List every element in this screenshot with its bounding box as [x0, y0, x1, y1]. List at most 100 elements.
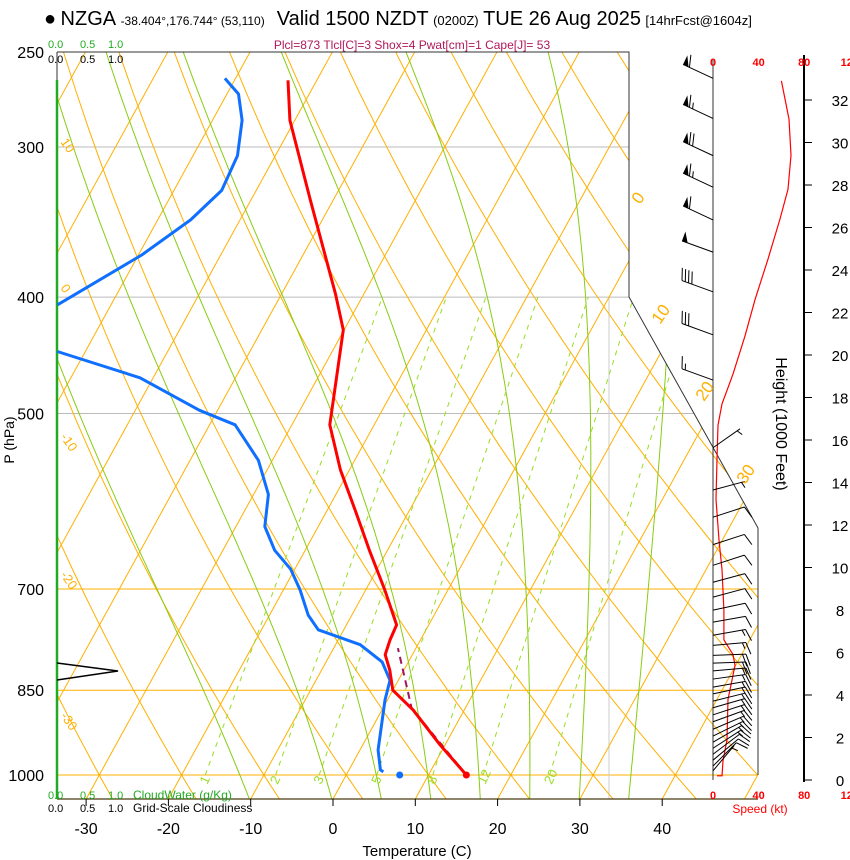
barb-half-tick [741, 687, 746, 694]
height-tick-label: 0 [836, 773, 844, 790]
barb-pennant [681, 231, 688, 243]
barb-half-tick [692, 171, 694, 178]
temperature-tick-label: -10 [239, 821, 262, 838]
wind-barb [682, 94, 714, 119]
height-tick-label: 4 [836, 688, 844, 705]
pressure-tick-label: 1000 [8, 768, 44, 785]
barb-full-tick [745, 629, 752, 641]
dry-adiabat-line [339, 52, 758, 799]
barb-full-tick [692, 133, 695, 147]
barb-full-tick [741, 725, 752, 735]
wind-barb [682, 54, 714, 79]
wind-barb [712, 629, 752, 641]
barb-half-tick [736, 430, 743, 436]
dry-adiabat-label: 10 [58, 135, 79, 155]
height-tick-label: 10 [832, 561, 849, 578]
mixing-ratio-line [432, 296, 589, 776]
speed-tick-label-top: 120 [841, 57, 850, 69]
wind-barb [712, 588, 753, 600]
speed-tick-label-bottom: 80 [798, 790, 810, 802]
temperature-tick-label: 20 [489, 821, 507, 838]
moist-adiabat-line [57, 52, 333, 799]
wind-barb [712, 733, 751, 755]
wind-barb [712, 745, 739, 772]
barb-staff [712, 653, 746, 656]
pressure-tick-label: 300 [17, 140, 44, 157]
station-id: NZGA [60, 8, 117, 30]
moist-adiabat-line [98, 52, 383, 799]
barb-staff [712, 680, 746, 688]
height-tick-label: 30 [832, 136, 849, 153]
height-axis-title: Height (1000 Feet) [772, 357, 789, 490]
dry-adiabat-line [173, 52, 615, 799]
cloud-scale-label: 0.0 [48, 790, 63, 802]
dry-adiabat-line [57, 52, 281, 799]
barb-full-tick [743, 554, 753, 566]
moist-adiabat-line [628, 52, 676, 799]
mixing-ratio-label: 12 [474, 767, 494, 786]
cloud-scale-label: 0.0 [48, 803, 63, 815]
barb-staff [712, 642, 746, 646]
height-tick-label: 2 [836, 731, 844, 748]
barb-staff [712, 729, 741, 749]
dry-adiabat-line [395, 52, 758, 799]
barb-full-tick [745, 661, 751, 675]
barb-staff [712, 686, 746, 695]
stability-indices: Plcl=873 Tlcl[C]=3 Shox=4 Pwat[cm]=1 Cap… [274, 38, 551, 52]
height-tick-label: 26 [832, 221, 849, 238]
moist-adiabat-line [272, 52, 481, 799]
barb-staff [712, 715, 744, 730]
barb-half-tick [739, 717, 745, 723]
pressure-tick-label: 500 [17, 406, 44, 423]
height-tick-label: 28 [832, 178, 849, 195]
wind-barb [712, 715, 753, 730]
barb-staff [712, 745, 735, 772]
barb-pennant [683, 196, 689, 209]
barb-half-tick [740, 699, 746, 706]
cloud-scale-label: 0.5 [80, 39, 95, 51]
barb-staff [712, 673, 746, 680]
cloudiness-label: Grid-Scale Cloudiness [133, 801, 252, 815]
mixing-ratio-line [275, 296, 447, 776]
temperature-tick-label: 10 [406, 821, 424, 838]
barb-full-tick [745, 642, 752, 655]
barb-staff [681, 240, 714, 253]
barb-staff [712, 588, 746, 598]
barb-half-tick [741, 674, 746, 681]
valid-date: TUE 26 Aug 2025 [483, 8, 641, 30]
barb-staff [712, 667, 746, 672]
height-tick-label: 16 [832, 433, 849, 450]
barb-full-tick [744, 692, 753, 705]
isotherm-line [167, 52, 592, 799]
barb-staff [712, 704, 745, 716]
wind-barb [712, 667, 752, 680]
moist-adiabat-line [542, 52, 592, 799]
barb-staff [712, 692, 746, 702]
barb-full-tick [744, 588, 753, 600]
mixing-ratio-line [376, 296, 539, 776]
barb-full-tick [738, 738, 750, 747]
speed-tick-label-bottom: 0 [710, 790, 716, 802]
barb-staff [712, 615, 746, 623]
height-tick-label: 8 [836, 603, 844, 620]
speed-tick-label-top: 80 [798, 57, 810, 69]
barb-full-tick [688, 163, 692, 177]
wind-barb [712, 686, 753, 699]
barb-pennant [683, 164, 689, 176]
height-tick-label: 32 [832, 93, 849, 110]
speed-tick-label-bottom: 40 [752, 790, 764, 802]
isotherm-line [84, 52, 510, 799]
temperature-tick-label: 0 [329, 821, 338, 838]
station-coords: -38.404°,176.744° (53,110) [120, 14, 265, 28]
wind-barb [681, 267, 714, 293]
isotherm-line [496, 52, 758, 799]
cloud-scale-label: 0.5 [80, 54, 95, 66]
temperature-tick-label: -30 [75, 821, 98, 838]
dry-adiabat-line [616, 52, 758, 799]
isotherm-label: 20 [692, 378, 718, 404]
cloud-scale-label: 0.5 [80, 790, 95, 802]
dewpoint-trace-upper [56, 77, 244, 307]
isotherm-label: 0 [628, 189, 649, 208]
barb-full-tick [739, 733, 751, 742]
